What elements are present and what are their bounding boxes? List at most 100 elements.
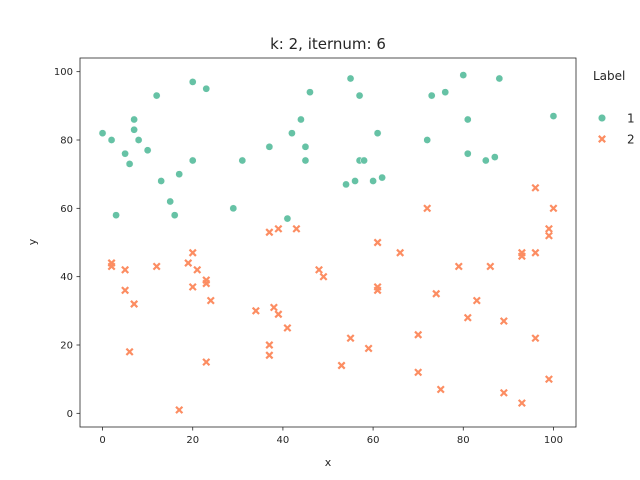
legend-entry-label: 1 — [627, 112, 635, 126]
x-tick-label: 20 — [186, 435, 199, 446]
data-point — [531, 183, 540, 192]
data-point — [288, 129, 296, 138]
data-point — [130, 125, 138, 134]
data-point — [373, 129, 382, 138]
data-point — [265, 351, 274, 360]
data-point — [414, 368, 423, 377]
data-point — [292, 224, 301, 233]
data-point — [463, 149, 472, 158]
data-point — [373, 286, 382, 295]
x-axis-label: x — [325, 456, 332, 469]
data-point — [274, 310, 283, 319]
data-point — [414, 330, 423, 339]
data-point — [125, 347, 134, 356]
data-point — [423, 136, 432, 144]
legend: Label 1 2 — [593, 69, 635, 147]
data-point — [481, 156, 490, 165]
data-point — [175, 170, 184, 179]
y-tick-label: 80 — [60, 136, 73, 147]
data-point — [193, 265, 202, 274]
data-point — [152, 91, 161, 100]
data-point — [112, 211, 120, 220]
data-point — [188, 282, 197, 291]
data-point — [544, 224, 553, 233]
data-point — [297, 115, 305, 124]
data-point — [121, 149, 129, 158]
data-point — [346, 334, 355, 343]
data-point — [549, 204, 558, 213]
data-point — [251, 306, 260, 315]
y-tick-label: 60 — [60, 204, 73, 215]
data-point — [188, 248, 197, 257]
data-point — [134, 136, 143, 144]
data-point — [315, 265, 323, 274]
data-point — [306, 88, 314, 97]
x-axis: 0 20 40 60 80 100 — [99, 427, 563, 446]
data-point — [107, 136, 116, 144]
data-point — [143, 146, 152, 155]
y-tick-label: 40 — [60, 272, 73, 283]
plot-area — [79, 57, 577, 428]
data-point — [454, 262, 463, 271]
y-tick-label: 0 — [67, 409, 73, 420]
data-point — [459, 71, 468, 79]
y-axis-label: y — [26, 238, 39, 245]
data-point — [274, 224, 283, 233]
data-point — [396, 248, 405, 257]
data-point — [130, 300, 139, 308]
legend-marker-x — [598, 135, 606, 143]
data-point — [301, 156, 310, 165]
data-point — [107, 262, 116, 271]
data-point — [206, 296, 215, 305]
data-point — [166, 197, 175, 206]
data-point — [337, 361, 346, 370]
data-point — [283, 323, 292, 332]
data-point — [152, 262, 161, 271]
plot-frame — [79, 57, 577, 428]
data-point — [238, 156, 247, 165]
data-point — [229, 204, 238, 213]
data-point — [517, 399, 526, 408]
data-point — [121, 265, 130, 274]
data-point — [549, 112, 558, 120]
x-tick-label: 80 — [457, 435, 470, 446]
legend-title: Label — [593, 69, 625, 83]
data-point — [125, 160, 134, 168]
data-point — [188, 156, 197, 165]
data-point — [355, 91, 364, 100]
data-point — [351, 177, 359, 185]
data-point — [463, 313, 472, 322]
data-point — [490, 153, 499, 161]
data-point — [360, 156, 368, 165]
y-tick-label: 100 — [54, 67, 73, 78]
data-point — [184, 259, 193, 267]
data-point — [346, 74, 355, 83]
data-point — [283, 214, 292, 223]
x-tick-label: 40 — [277, 435, 290, 446]
data-point — [544, 375, 553, 384]
data-point — [472, 296, 481, 305]
data-point — [265, 228, 274, 237]
data-point — [188, 78, 197, 86]
data-point — [170, 211, 179, 220]
data-point — [265, 341, 274, 349]
chart-title: k: 2, iternum: 6 — [270, 35, 386, 53]
data-point — [423, 204, 432, 213]
y-axis: 0 20 40 60 80 100 — [54, 67, 80, 420]
legend-entry-label: 2 — [627, 133, 635, 147]
data-point — [463, 115, 472, 124]
x-tick-label: 0 — [99, 435, 105, 446]
data-point — [441, 88, 450, 97]
data-point — [495, 74, 504, 83]
data-point — [544, 231, 553, 240]
y-tick-label: 20 — [60, 341, 73, 352]
data-point — [369, 177, 377, 185]
data-point — [202, 279, 211, 288]
series-2 — [107, 183, 558, 414]
data-point — [531, 334, 540, 343]
data-point — [121, 286, 130, 295]
data-point — [269, 303, 278, 312]
data-point — [157, 177, 166, 185]
data-point — [373, 238, 382, 247]
